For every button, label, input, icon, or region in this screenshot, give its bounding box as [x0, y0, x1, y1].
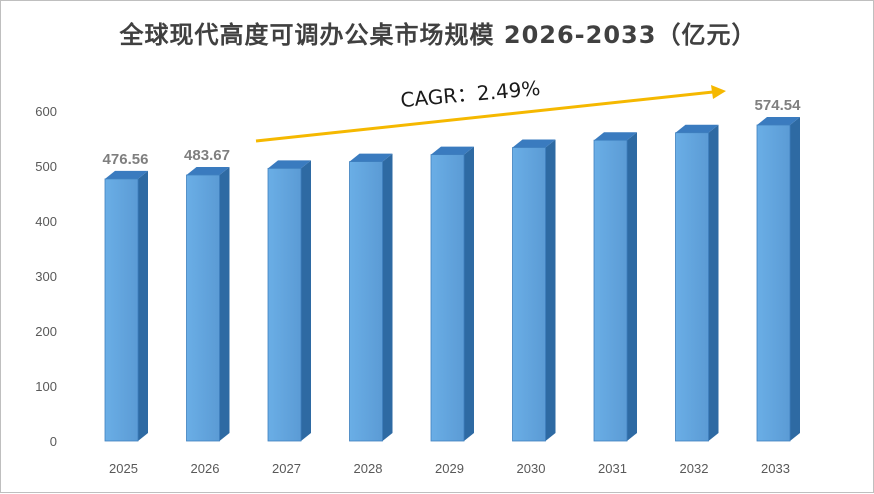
bar-top-2027 [268, 160, 311, 169]
bar-top-2033 [757, 117, 800, 126]
bar-side-2031 [627, 132, 637, 441]
bar-2028 [349, 161, 383, 442]
bar-2032 [675, 132, 709, 442]
bar-top-2031 [594, 132, 637, 141]
bar-2025 [104, 178, 139, 442]
bar-2029 [430, 154, 465, 442]
x-tick-label: 2030 [517, 461, 546, 476]
bar-2031 [593, 139, 628, 442]
bar-top-2032 [675, 124, 719, 133]
bar-2033 [756, 124, 791, 442]
y-tick-label: 300 [35, 269, 57, 284]
y-tick-label: 500 [35, 159, 57, 174]
y-tick-label: 400 [35, 214, 57, 229]
bar-side-2026 [219, 166, 230, 441]
bar-top-2026 [186, 166, 230, 175]
bar-side-2028 [382, 153, 393, 441]
bar-top-2029 [431, 146, 474, 155]
cagr-annotation: CAGR：2.49% [399, 76, 541, 112]
x-tick-label: 2028 [354, 461, 383, 476]
y-tick-label: 200 [35, 324, 57, 339]
y-tick-label: 0 [50, 434, 57, 449]
y-tick-label: 600 [35, 104, 57, 119]
bar-side-2029 [464, 146, 474, 442]
x-tick-label: 2026 [191, 461, 220, 476]
cagr-arrow-head [711, 85, 726, 99]
bar-2026 [186, 174, 220, 442]
bar-side-2032 [708, 124, 719, 441]
bar-top-2028 [349, 153, 393, 162]
bar-top-2025 [105, 170, 148, 179]
bar-side-2027 [301, 160, 311, 442]
bar-2030 [512, 147, 546, 442]
cagr-arrow-line [255, 90, 714, 143]
data-label-2025: 476.56 [103, 151, 149, 168]
x-tick-label: 2025 [109, 461, 138, 476]
x-tick-label: 2033 [761, 461, 790, 476]
x-tick-label: 2027 [272, 461, 301, 476]
bar-2027 [267, 167, 302, 442]
chart-title: 全球现代高度可调办公桌市场规模 2026-2033（亿元） [119, 21, 757, 49]
data-label-2026: 483.67 [184, 147, 230, 164]
bar-side-2030 [545, 139, 556, 441]
y-tick-label: 100 [35, 379, 57, 394]
bar-side-2033 [790, 117, 800, 442]
x-tick-label: 2032 [680, 461, 709, 476]
x-tick-label: 2029 [435, 461, 464, 476]
bar-side-2025 [138, 170, 148, 441]
x-tick-label: 2031 [598, 461, 627, 476]
data-label-2033: 574.54 [755, 97, 802, 114]
bar-top-2030 [512, 139, 556, 148]
